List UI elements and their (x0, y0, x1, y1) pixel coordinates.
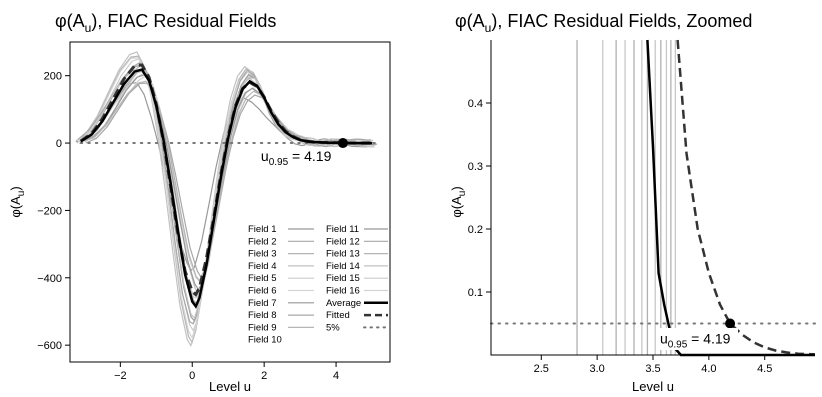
right-y-tick-label: 0.3 (468, 161, 483, 173)
legend-entry-label: Field 3 (248, 249, 277, 260)
legend-entry-label: Field 15 (326, 273, 360, 284)
right-x-tick-label: 3.5 (645, 363, 660, 375)
left-x-ticks: −2 0 2 4 (114, 362, 339, 382)
left-y-ticks: −600 −400 −200 0 200 (37, 71, 70, 352)
legend-entry-label: Field 12 (326, 236, 360, 247)
left-x-tick-label: −2 (114, 370, 127, 382)
legend-entry-label: Field 1 (248, 224, 277, 235)
right-y-tick-label: 0.1 (468, 287, 483, 299)
right-y-tick-label: 0.2 (468, 224, 483, 236)
left-x-tick-label: 0 (189, 370, 195, 382)
left-y-axis-label: φ(Au) (8, 186, 27, 217)
left-u95-annotation: u0.95 = 4.19 (261, 148, 332, 168)
legend-entry-label: Field 8 (248, 310, 277, 321)
right-plot-frame (490, 40, 815, 356)
right-y-axis-label: φ(Au) (449, 186, 468, 217)
right-average-series (646, 39, 815, 357)
right-fitted-series (676, 39, 816, 356)
right-y-ticks: 0.1 0.2 0.3 0.4 (468, 98, 491, 299)
legend-entry-label: Field 14 (326, 261, 360, 272)
left-chart: φ(Au), FIAC Residual Fields u0.95 = 4.19… (8, 11, 391, 394)
right-chart-title: φ(Au), FIAC Residual Fields, Zoomed (455, 11, 752, 35)
legend-entry-label: Field 11 (326, 224, 359, 235)
left-u95-point (337, 138, 348, 149)
left-y-tick-label: −600 (37, 340, 62, 352)
right-x-tick-label: 4.0 (701, 363, 716, 375)
left-chart-title: φ(Au), FIAC Residual Fields (55, 11, 276, 35)
right-x-axis-label: Level u (632, 379, 674, 394)
legend-entry-label: Field 9 (248, 322, 277, 333)
right-x-tick-label: 3.0 (589, 363, 604, 375)
right-u95-annotation: u0.95 = 4.19 (660, 331, 731, 351)
right-field-lines (576, 40, 676, 355)
legend-entry-label: Average (326, 298, 361, 309)
left-x-tick-label: 2 (261, 370, 267, 382)
left-y-tick-label: −200 (37, 205, 62, 217)
right-x-tick-label: 4.5 (757, 363, 772, 375)
left-x-axis-label: Level u (209, 379, 251, 394)
legend-entry-label: Field 7 (248, 298, 277, 309)
right-annotation-background (658, 328, 738, 350)
legend-entry-label: Field 16 (326, 286, 360, 297)
right-u95-point (725, 318, 736, 329)
legend-entry-label: Fitted (326, 310, 350, 321)
right-y-tick-label: 0.4 (468, 98, 483, 110)
right-chart: φ(Au), FIAC Residual Fields, Zoomed u0.9… (449, 11, 816, 394)
legend-entry-label: Field 6 (248, 286, 277, 297)
legend-entry-label: Field 4 (248, 261, 277, 272)
right-x-ticks: 2.5 3.0 3.5 4.0 4.5 (534, 355, 772, 375)
left-plot-frame (69, 41, 391, 363)
left-y-tick-label: 200 (44, 71, 62, 83)
legend-entry-label: Field 13 (326, 249, 360, 260)
left-y-tick-label: 0 (56, 138, 62, 150)
left-average-series (80, 68, 372, 309)
right-x-tick-label: 2.5 (534, 363, 549, 375)
legend-entry-label: 5% (326, 322, 340, 333)
legend-entry-label: Field 10 (248, 335, 282, 346)
left-x-tick-label: 4 (333, 370, 339, 382)
legend-entry-label: Field 2 (248, 236, 277, 247)
legend-entry-label: Field 5 (248, 273, 277, 284)
left-y-tick-label: −400 (37, 273, 62, 285)
